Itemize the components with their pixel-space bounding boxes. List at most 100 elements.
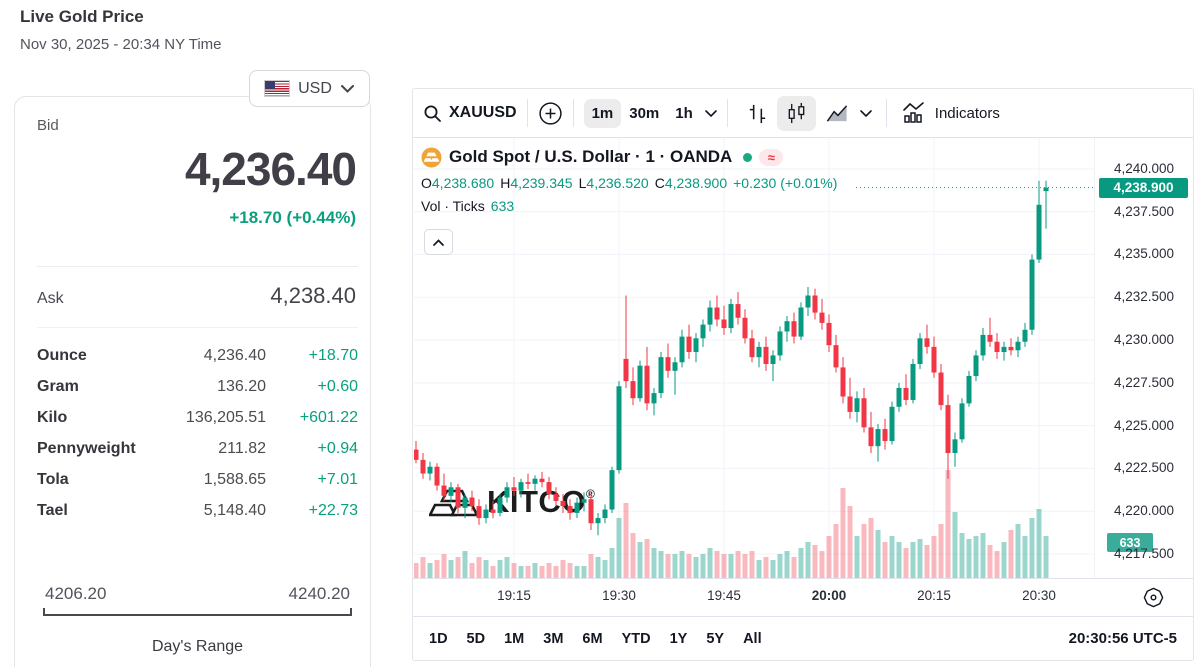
table-row: Tael 5,148.40 +22.73 [37, 495, 358, 526]
volume-badge: 633 [1107, 533, 1153, 552]
gear-icon[interactable] [1142, 586, 1165, 614]
approx-badge: ≈ [759, 148, 784, 166]
volume-bar [826, 536, 832, 578]
range-5d-button[interactable]: 5D [466, 630, 486, 647]
range-1m-button[interactable]: 1M [504, 630, 525, 647]
candle-body [476, 506, 482, 519]
volume-bar [651, 548, 657, 578]
compare-add-icon[interactable] [538, 101, 563, 126]
volume-bar [609, 548, 615, 578]
symbol-title[interactable]: Gold Spot / U.S. Dollar · 1 · OANDA [449, 147, 733, 166]
volume-bar [882, 542, 888, 578]
interval-30m-button[interactable]: 30m [629, 104, 660, 122]
volume-bar [490, 566, 496, 578]
candle-body [1015, 341, 1021, 351]
bid-price: 4,236.40 [184, 143, 357, 195]
indicators-button[interactable]: Indicators [934, 104, 1000, 122]
volume-bar [616, 518, 622, 578]
volume-bar [672, 554, 678, 578]
range-3m-button[interactable]: 3M [543, 630, 564, 647]
candle-body [980, 334, 986, 356]
volume-bar [840, 488, 846, 578]
indicators-icon[interactable] [901, 101, 927, 125]
chart-plot-area[interactable]: KITCO® Gold Spot / U.S. Dollar · 1 · OAN… [413, 138, 1193, 578]
volume-bar [1001, 542, 1007, 578]
unit-change: +18.70 [308, 346, 358, 364]
kitco-watermark: KITCO® [429, 484, 595, 520]
candle-body [581, 499, 587, 503]
bars-style-button[interactable] [738, 96, 777, 131]
time-axis-label: 19:45 [707, 588, 741, 603]
range-6m-button[interactable]: 6M [582, 630, 603, 647]
table-row: Ounce 4,236.40 +18.70 [37, 340, 358, 371]
candle-body [728, 304, 734, 329]
range-5y-button[interactable]: 5Y [706, 630, 725, 647]
time-axis[interactable]: 19:15 19:30 19:45 20:00 20:15 20:30 [413, 578, 1193, 616]
chart-legend: Gold Spot / U.S. Dollar · 1 · OANDA ≈ O4… [421, 144, 843, 214]
interval-1m-button[interactable]: 1m [583, 98, 622, 128]
volume-bar [414, 563, 419, 578]
candle-body [630, 381, 636, 399]
candle-body [511, 487, 517, 491]
interval-menu-chevron-icon[interactable] [704, 109, 717, 117]
area-style-button[interactable] [816, 96, 858, 131]
volume-bar [791, 557, 797, 578]
candle-body [791, 321, 797, 337]
search-icon[interactable] [423, 104, 442, 123]
volume-bar [910, 542, 916, 578]
currency-selector[interactable]: USD [249, 70, 370, 107]
chevron-down-icon [340, 84, 354, 93]
volume-bar [1043, 536, 1049, 578]
candle-body [567, 506, 573, 513]
volume-bar [567, 563, 573, 578]
price-axis-label: 4,232.500 [1113, 289, 1175, 305]
candle-body [1043, 187, 1049, 192]
candle-body [861, 398, 867, 428]
candle-body [693, 338, 699, 353]
watermark-text: KITCO [487, 484, 586, 519]
style-menu-chevron-icon[interactable] [859, 109, 872, 117]
candle-body [672, 362, 678, 371]
volume-bar [868, 518, 874, 578]
candle-body [749, 338, 755, 358]
candle-body [973, 355, 979, 376]
candle-body [665, 357, 671, 371]
volume-bar [714, 551, 720, 578]
volume-bar [805, 542, 811, 578]
candle-body [812, 295, 818, 313]
candle-body [924, 338, 930, 347]
candle-body [462, 497, 468, 508]
collapse-legend-button[interactable] [424, 229, 453, 255]
volume-bar [819, 551, 825, 578]
unit-label: Tael [37, 501, 68, 519]
chevron-up-icon [433, 238, 444, 246]
range-1y-button[interactable]: 1Y [669, 630, 688, 647]
volume-bar [518, 566, 524, 578]
candle-body [714, 307, 720, 320]
candle-body [889, 406, 895, 442]
session-clock[interactable]: 20:30:56 UTC-5 [1068, 630, 1177, 647]
range-ytd-button[interactable]: YTD [621, 630, 651, 647]
volume-bar [434, 560, 440, 578]
volume-bar [553, 566, 559, 578]
candle-body [756, 346, 762, 358]
interval-1h-button[interactable]: 1h [675, 104, 693, 122]
days-range: 4206.20 4240.20 Day's Range [37, 584, 358, 656]
candle-body [875, 429, 881, 447]
candle-body [595, 518, 601, 524]
volume-bar [966, 539, 972, 578]
unit-change: +601.22 [299, 408, 358, 426]
volume-bar [875, 530, 881, 578]
candle-body [777, 331, 783, 356]
candle-body [1036, 204, 1042, 260]
candles-style-button[interactable] [776, 95, 816, 131]
range-1d-button[interactable]: 1D [429, 630, 448, 647]
price-axis[interactable]: 4,238.900 633 4,240.000 4,237.500 4,235.00… [1094, 138, 1193, 578]
candle-body [707, 307, 713, 325]
candle-body [784, 321, 790, 332]
range-all-button[interactable]: All [743, 630, 762, 647]
candle-body [497, 497, 503, 513]
symbol-search-button[interactable]: XAUUSD [449, 104, 517, 121]
table-row: Tola 1,588.65 +7.01 [37, 464, 358, 495]
